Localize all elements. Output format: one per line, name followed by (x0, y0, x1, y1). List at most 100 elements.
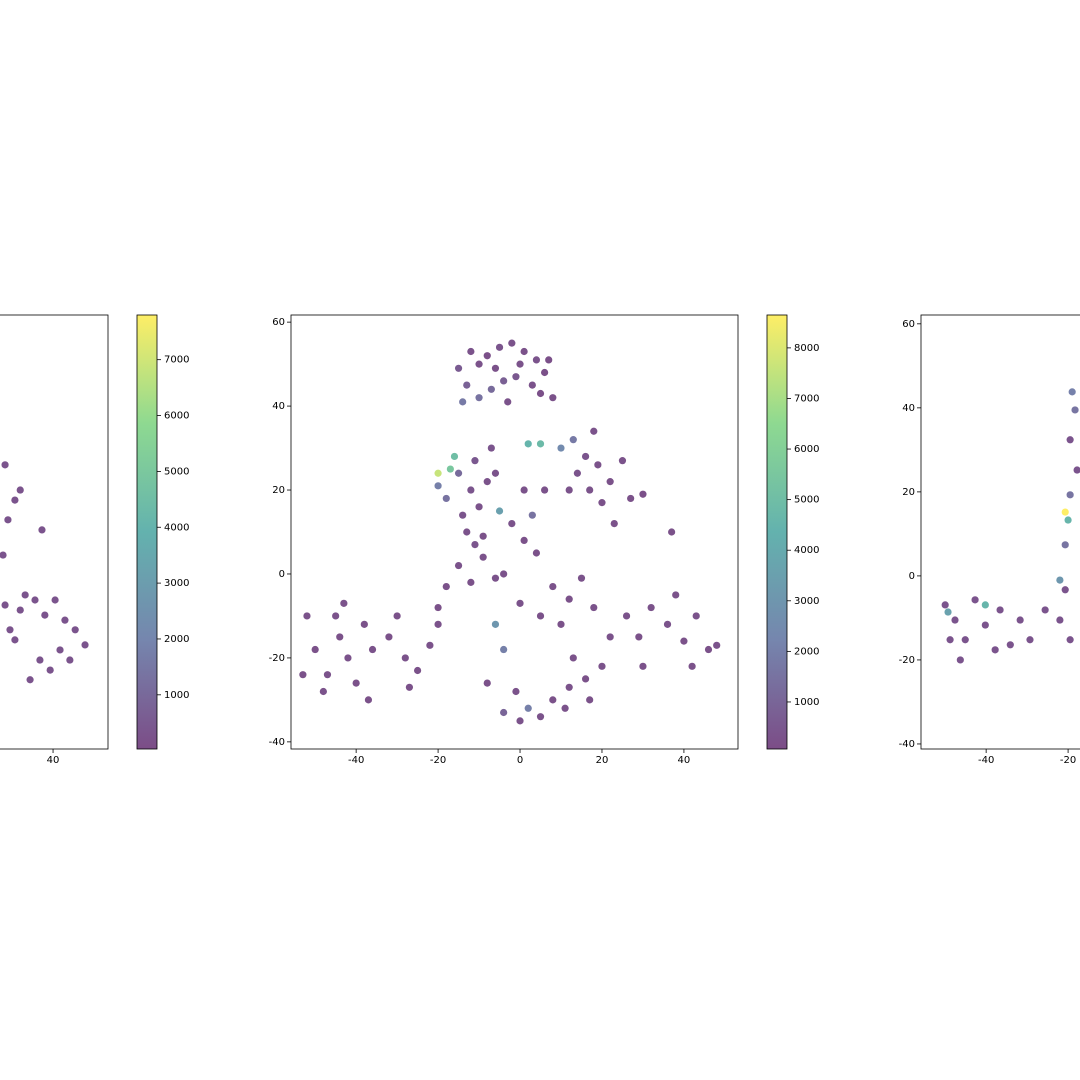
scatter-points (941, 388, 1080, 664)
point (500, 377, 508, 385)
point (606, 478, 614, 486)
point (536, 713, 545, 721)
point (463, 528, 471, 536)
point (971, 596, 979, 604)
point (491, 620, 500, 628)
point (536, 389, 545, 398)
point (368, 645, 377, 654)
point (393, 612, 401, 620)
y-tick-label: -20 (269, 653, 285, 664)
scatter-points (299, 339, 721, 725)
point (487, 385, 495, 393)
point (61, 616, 69, 624)
point (704, 645, 713, 654)
point (672, 591, 680, 599)
point (483, 679, 491, 687)
point (1056, 576, 1064, 584)
point (713, 641, 721, 649)
point (459, 398, 467, 406)
point (951, 616, 959, 624)
point (565, 683, 573, 691)
point (491, 574, 500, 582)
point (516, 360, 524, 368)
point (549, 582, 557, 591)
point (516, 717, 524, 725)
point (627, 494, 635, 503)
point (454, 469, 463, 477)
point (11, 636, 19, 644)
colorbar-tick-label: 3000 (794, 596, 819, 607)
point (622, 612, 631, 620)
point (508, 520, 516, 528)
point (577, 574, 586, 582)
point (332, 612, 340, 620)
point (46, 666, 54, 674)
point (475, 503, 483, 511)
point (467, 486, 475, 494)
point (532, 356, 541, 364)
point (663, 620, 672, 628)
point (569, 654, 577, 662)
point (364, 696, 373, 704)
point (639, 490, 647, 498)
point (344, 654, 352, 662)
point (495, 507, 504, 515)
colorbar-tick-label: 6000 (164, 411, 189, 422)
y-tick-label: -20 (899, 655, 915, 666)
colorbar-frame (766, 314, 788, 750)
point (0, 551, 7, 559)
point (598, 499, 606, 507)
point (463, 381, 471, 389)
point (557, 620, 565, 628)
point (56, 646, 64, 654)
x-tick-label: -40 (348, 755, 364, 766)
point (405, 683, 414, 691)
y-tick-label: 0 (279, 569, 285, 580)
point (41, 611, 49, 619)
point (1006, 641, 1014, 649)
point (303, 612, 311, 620)
x-tick-label: 0 (517, 755, 523, 766)
point (680, 637, 688, 645)
point (520, 536, 528, 544)
point (536, 612, 545, 620)
point (434, 482, 442, 490)
y-tick-label: 60 (902, 319, 915, 330)
point (500, 570, 508, 578)
colorbar-tick-label: 3000 (164, 578, 189, 589)
x-tick-label: -40 (978, 755, 994, 766)
y-tick-label: 40 (902, 403, 915, 414)
point (336, 633, 344, 641)
point (573, 469, 581, 477)
y-tick-label: 40 (272, 401, 285, 412)
point (475, 394, 483, 402)
point (1066, 491, 1074, 499)
x-tick-label: 40 (47, 755, 60, 766)
point (319, 687, 327, 696)
point (442, 582, 450, 591)
y-tick-label: 0 (909, 571, 915, 582)
point (565, 486, 573, 494)
point (508, 339, 516, 347)
point (467, 578, 475, 586)
point (961, 636, 969, 644)
point (491, 469, 500, 477)
point (500, 645, 508, 654)
point (1061, 586, 1069, 594)
point (1071, 406, 1079, 414)
point (1064, 516, 1072, 524)
point (450, 452, 459, 461)
point (688, 662, 696, 670)
point (311, 645, 319, 654)
point (1061, 541, 1069, 549)
point (635, 633, 643, 641)
y-tick-label: 20 (272, 485, 285, 496)
point (11, 496, 19, 504)
point (594, 461, 602, 469)
colorbar-tick-label: 1000 (164, 690, 189, 701)
point (981, 621, 989, 629)
point (557, 444, 565, 452)
point (483, 478, 491, 486)
point (1056, 616, 1064, 624)
